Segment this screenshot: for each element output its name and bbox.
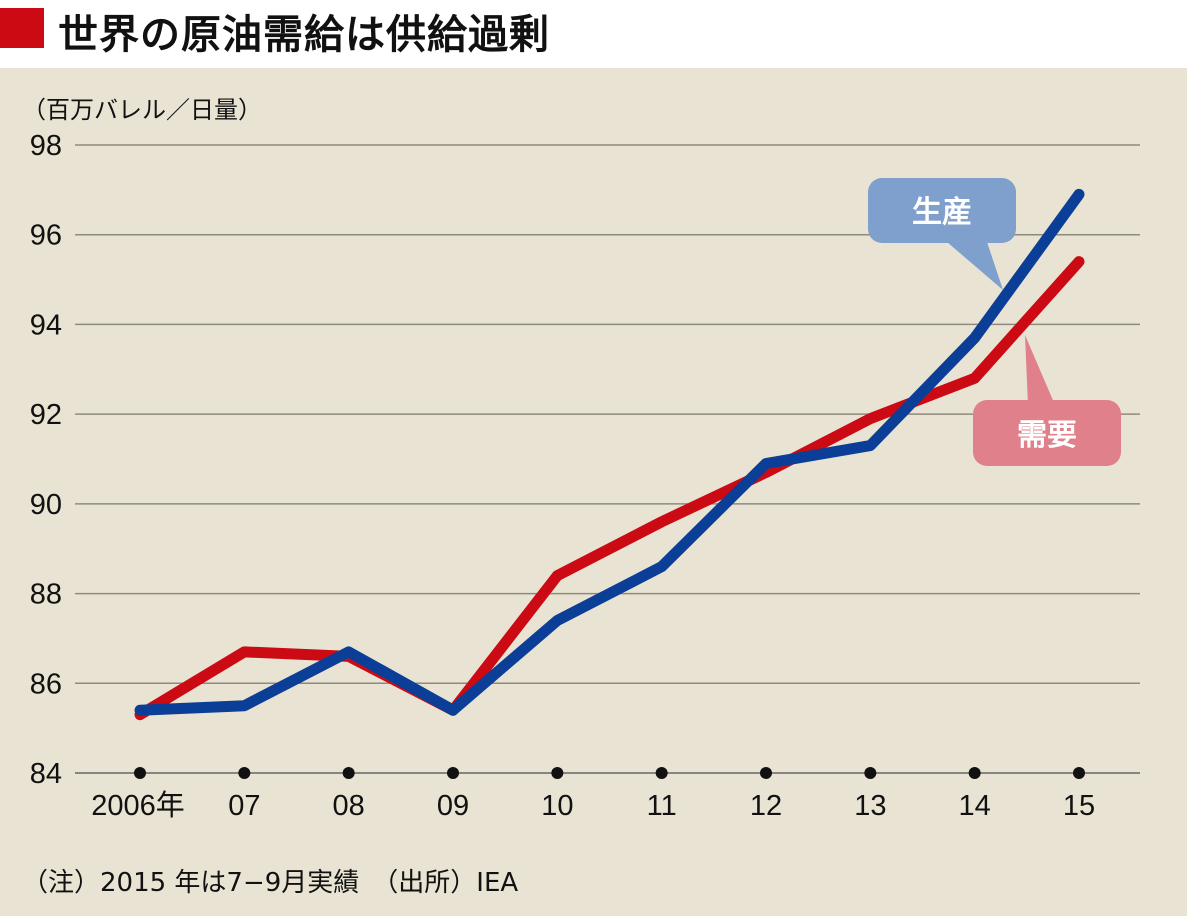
- y-tick-label: 98: [30, 130, 62, 162]
- y-tick-label: 84: [30, 758, 62, 790]
- x-tick-dot: [968, 767, 981, 779]
- callout-supply-tail: [940, 236, 1003, 290]
- y-tick-label: 86: [30, 668, 62, 700]
- x-tick-label: 09: [437, 790, 469, 822]
- y-tick-label: 90: [30, 489, 62, 521]
- x-tick-dot: [1073, 767, 1085, 779]
- callout-demand-tail: [1025, 335, 1055, 405]
- x-tick-dot: [551, 767, 564, 779]
- x-tick-dot: [864, 767, 877, 779]
- x-tick-label: 08: [333, 790, 365, 822]
- y-tick-label: 92: [30, 399, 62, 431]
- callout-demand-label: 需要: [1017, 418, 1077, 453]
- x-tick-label: 12: [750, 790, 782, 822]
- x-tick-dot: [655, 767, 668, 779]
- footnote: （注）2015 年は7−9月実績 （出所）IEA: [22, 868, 519, 898]
- callout-supply: [868, 178, 1016, 243]
- x-tick-label: 10: [541, 790, 573, 822]
- header: 世界の原油需給は供給過剰: [0, 0, 1187, 68]
- chart-title: 世界の原油需給は供給過剰: [58, 12, 550, 58]
- series-line-supply: [134, 188, 1085, 716]
- x-tick-dot: [760, 767, 772, 779]
- x-tick-dot: [134, 767, 146, 779]
- x-tick-label: 07: [228, 790, 260, 822]
- y-tick-label: 88: [30, 579, 62, 611]
- x-tick-label: 2006年: [91, 789, 185, 822]
- y-axis-unit-label: （百万バレル／日量）: [22, 96, 262, 124]
- title-marker: [0, 8, 44, 48]
- series-line-demand: [134, 256, 1085, 721]
- x-tick-label: 14: [959, 790, 991, 822]
- x-tick-dot: [342, 767, 355, 779]
- x-tick-dot: [238, 767, 251, 779]
- x-tick-label: 11: [647, 790, 677, 822]
- y-tick-label: 94: [30, 309, 62, 341]
- callout-demand: [973, 400, 1121, 466]
- x-tick-dot: [447, 767, 459, 779]
- y-tick-label: 96: [30, 220, 62, 252]
- x-tick-label: 15: [1063, 790, 1095, 822]
- callout-supply-label: 生産: [912, 195, 972, 230]
- x-tick-label: 13: [854, 790, 886, 822]
